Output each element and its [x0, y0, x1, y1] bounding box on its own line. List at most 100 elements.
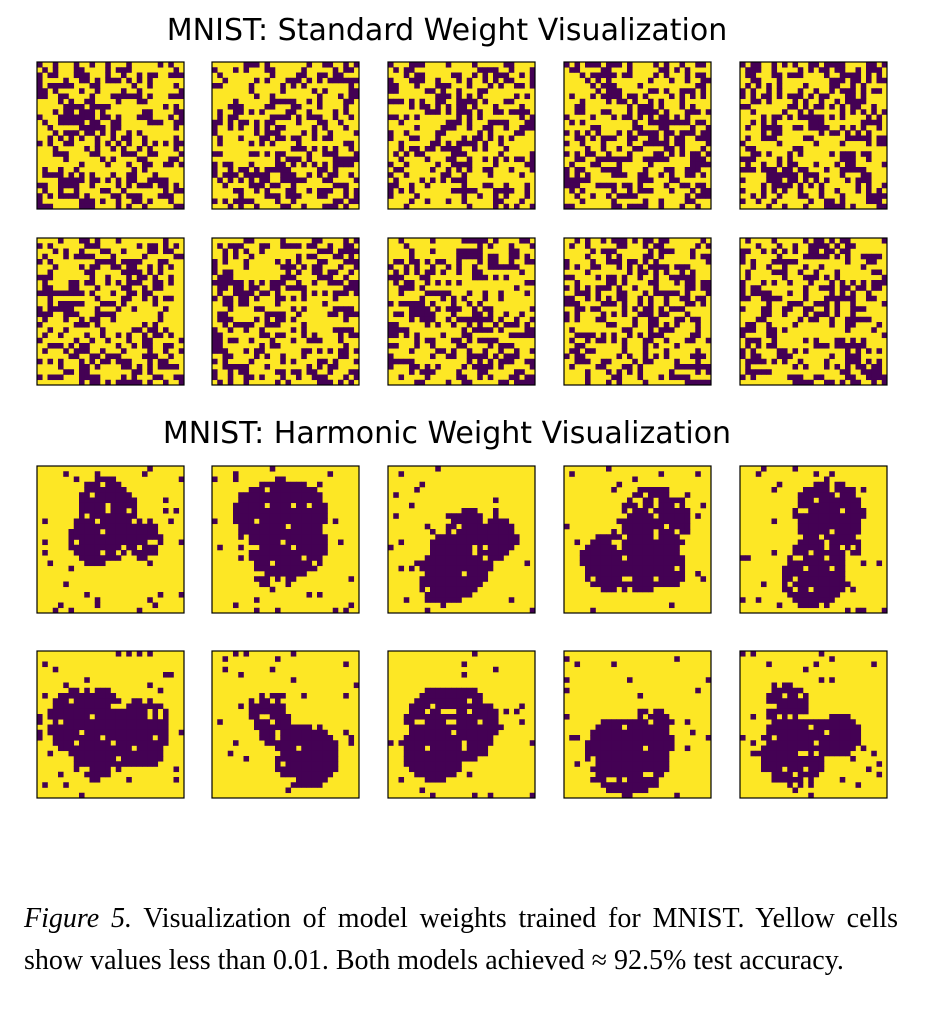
cell — [178, 88, 185, 94]
cell — [254, 502, 260, 509]
cell — [674, 518, 680, 525]
cell — [637, 513, 644, 519]
cell — [306, 243, 313, 249]
cell — [839, 513, 846, 519]
cell — [850, 311, 856, 318]
cell — [514, 264, 520, 270]
cell — [519, 379, 525, 386]
cell — [89, 693, 96, 699]
cell — [409, 703, 415, 710]
cell — [508, 77, 515, 84]
cell — [818, 125, 825, 131]
cell — [348, 576, 355, 582]
cell — [606, 109, 612, 115]
cell — [466, 703, 473, 710]
cell — [663, 295, 670, 302]
cell — [296, 550, 302, 556]
cell — [850, 497, 856, 504]
cell — [477, 130, 483, 136]
cell — [595, 72, 602, 79]
cell — [84, 364, 90, 370]
cell — [761, 167, 767, 173]
cell — [317, 492, 323, 498]
cell — [808, 492, 814, 498]
cell — [440, 560, 447, 567]
cell — [264, 735, 271, 741]
cell — [632, 576, 638, 582]
cell — [482, 146, 489, 152]
cell — [818, 253, 825, 260]
cell — [695, 182, 701, 189]
cell — [745, 161, 751, 168]
cell — [269, 98, 276, 105]
cell — [58, 193, 64, 199]
cell — [280, 172, 286, 178]
cell — [600, 332, 607, 339]
cell — [611, 248, 617, 255]
cell — [600, 285, 607, 291]
cell — [818, 497, 825, 504]
cell — [343, 182, 349, 189]
cell — [627, 332, 633, 339]
cell — [105, 67, 111, 73]
cell — [461, 529, 468, 535]
cell — [579, 109, 586, 115]
cell — [115, 735, 122, 741]
cell — [259, 735, 265, 741]
cell — [487, 724, 494, 731]
cell — [248, 322, 255, 328]
cell — [264, 576, 271, 582]
cell — [845, 343, 851, 349]
cell — [84, 243, 90, 249]
cell — [621, 508, 628, 514]
cell — [627, 259, 633, 265]
cell — [850, 487, 856, 493]
cell — [233, 98, 239, 105]
cell — [472, 581, 478, 588]
cell — [306, 761, 313, 767]
cell — [37, 358, 43, 365]
cell — [89, 264, 96, 270]
cell — [487, 243, 494, 249]
cell — [296, 77, 302, 84]
cell — [440, 269, 447, 276]
cell — [275, 724, 281, 731]
cell — [850, 93, 856, 100]
cell — [674, 322, 680, 328]
cell — [466, 586, 473, 593]
cell — [766, 306, 772, 312]
cell — [663, 109, 670, 115]
cell — [690, 337, 696, 344]
cell — [755, 597, 762, 603]
cell — [658, 544, 665, 551]
cell — [487, 264, 494, 270]
cell — [68, 306, 75, 312]
cell — [280, 729, 286, 736]
cell — [269, 693, 276, 699]
cell — [818, 576, 825, 582]
cell — [766, 125, 772, 131]
cell — [637, 518, 644, 525]
cell — [409, 306, 415, 312]
cell — [178, 729, 185, 736]
cell — [824, 295, 830, 302]
cell — [451, 560, 457, 567]
cell — [524, 327, 531, 333]
cell — [301, 782, 307, 788]
cell — [414, 332, 420, 339]
cell — [311, 369, 318, 375]
cell — [142, 550, 148, 556]
cell — [105, 687, 111, 694]
cell — [637, 274, 644, 281]
cell — [424, 259, 431, 265]
cell — [684, 67, 691, 73]
cell — [94, 735, 101, 741]
cell — [653, 555, 659, 561]
cell — [658, 555, 665, 561]
cell — [142, 353, 148, 360]
cell — [152, 374, 159, 381]
cell — [771, 518, 778, 525]
cell — [519, 109, 525, 115]
cell — [52, 698, 59, 704]
cell — [855, 513, 862, 519]
